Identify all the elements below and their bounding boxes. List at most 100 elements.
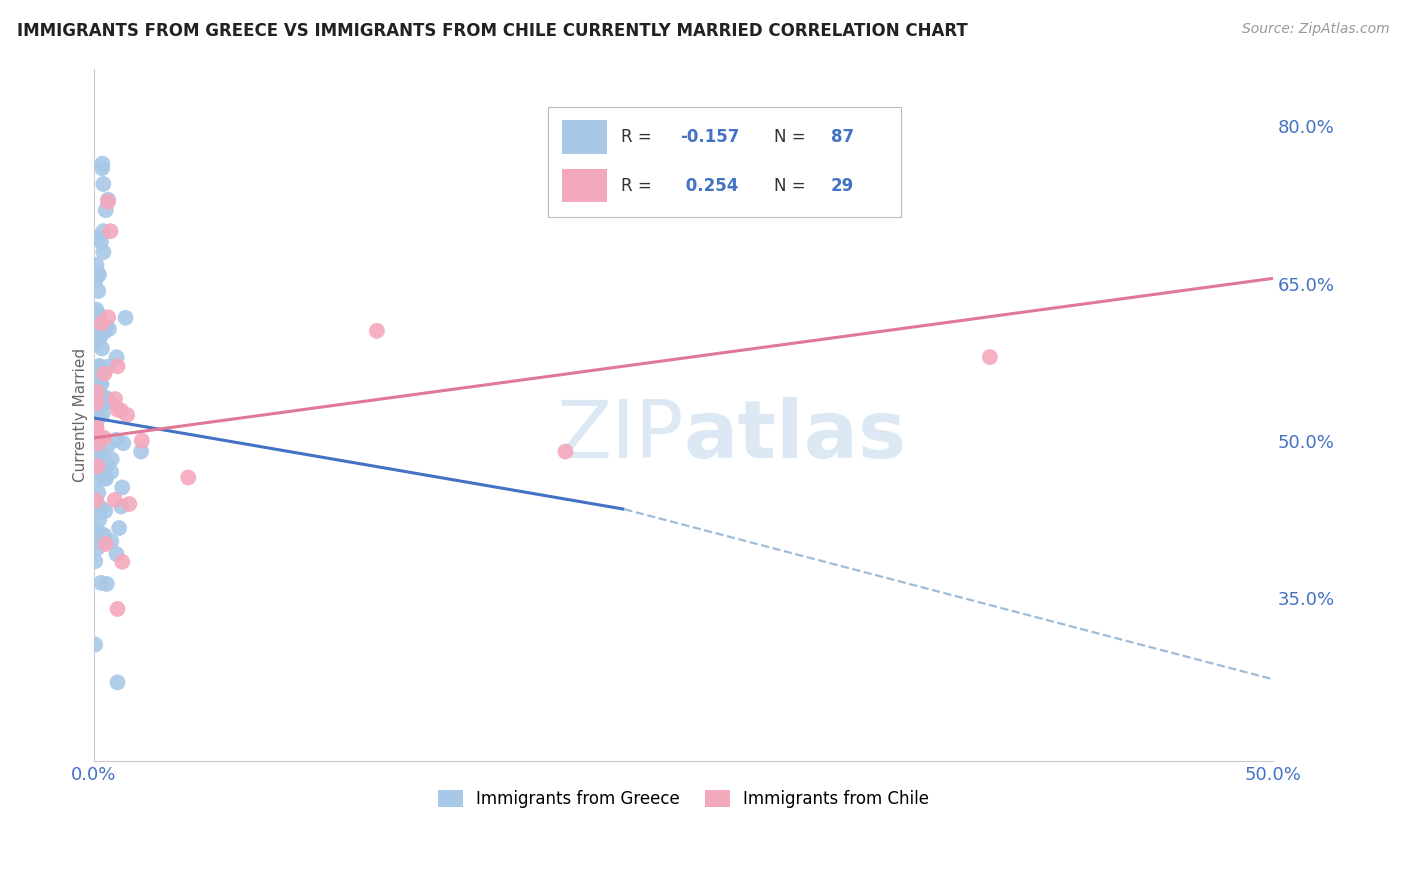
- Point: [105, 433, 128, 447]
- Point: [104, 492, 127, 507]
- Point: [89, 323, 111, 337]
- Point: [84, 366, 107, 380]
- Point: [84, 421, 107, 435]
- Text: Source: ZipAtlas.com: Source: ZipAtlas.com: [1241, 22, 1389, 37]
- Point: [89, 367, 111, 381]
- Point: [94, 203, 117, 218]
- Bar: [562, 120, 607, 153]
- Point: [96, 391, 118, 405]
- Point: [110, 403, 132, 417]
- Point: [112, 436, 135, 450]
- Point: [93, 392, 115, 407]
- Point: [111, 555, 134, 569]
- Point: [87, 428, 110, 442]
- Point: [89, 359, 111, 373]
- Point: [94, 472, 117, 486]
- Point: [84, 231, 107, 245]
- Text: IMMIGRANTS FROM GREECE VS IMMIGRANTS FROM CHILE CURRENTLY MARRIED CORRELATION CH: IMMIGRANTS FROM GREECE VS IMMIGRANTS FRO…: [17, 22, 967, 40]
- Point: [84, 638, 107, 652]
- Point: [86, 302, 108, 317]
- Point: [84, 334, 107, 348]
- Point: [84, 273, 107, 287]
- Point: [87, 359, 110, 374]
- Point: [366, 324, 388, 338]
- Point: [94, 471, 117, 485]
- Point: [97, 194, 120, 209]
- Point: [114, 310, 136, 325]
- Point: [105, 350, 128, 364]
- Point: [84, 420, 107, 434]
- Point: [107, 359, 129, 374]
- Point: [90, 575, 112, 590]
- Point: [86, 385, 108, 400]
- Point: [118, 497, 141, 511]
- Point: [93, 326, 115, 340]
- Point: [86, 367, 108, 381]
- Point: [89, 461, 111, 475]
- Point: [86, 258, 108, 272]
- Point: [89, 400, 111, 414]
- Point: [90, 377, 112, 392]
- Point: [84, 336, 107, 351]
- Y-axis label: Currently Married: Currently Married: [73, 348, 89, 482]
- Point: [100, 465, 122, 479]
- Point: [97, 359, 120, 374]
- Legend: Immigrants from Greece, Immigrants from Chile: Immigrants from Greece, Immigrants from …: [432, 783, 936, 815]
- Point: [87, 466, 110, 480]
- Point: [91, 342, 114, 356]
- Point: [87, 409, 110, 423]
- Point: [90, 235, 112, 249]
- Point: [87, 436, 110, 450]
- Point: [89, 386, 111, 401]
- Point: [84, 493, 107, 508]
- Point: [84, 384, 107, 398]
- Point: [86, 541, 108, 555]
- Point: [90, 445, 112, 459]
- Point: [97, 310, 120, 325]
- Point: [177, 470, 200, 484]
- Point: [89, 433, 111, 447]
- Point: [84, 434, 107, 448]
- Point: [91, 161, 114, 176]
- Point: [89, 448, 111, 462]
- Point: [110, 500, 132, 514]
- Point: [100, 224, 122, 238]
- Point: [87, 284, 110, 298]
- Point: [86, 526, 108, 541]
- Point: [89, 472, 111, 486]
- Point: [90, 501, 112, 516]
- Point: [93, 431, 115, 445]
- Text: N =: N =: [775, 128, 811, 146]
- Point: [86, 396, 108, 410]
- Point: [89, 331, 111, 345]
- Point: [89, 369, 111, 384]
- Text: 29: 29: [831, 177, 853, 194]
- Point: [93, 528, 115, 542]
- Point: [93, 245, 115, 260]
- Text: atlas: atlas: [683, 397, 907, 475]
- Point: [105, 547, 128, 561]
- Point: [87, 505, 110, 519]
- Point: [87, 268, 110, 282]
- Point: [94, 319, 117, 334]
- Point: [104, 392, 127, 406]
- Point: [89, 454, 111, 468]
- Point: [84, 530, 107, 544]
- Point: [87, 307, 110, 321]
- Point: [84, 459, 107, 474]
- Point: [108, 521, 131, 535]
- Point: [97, 439, 120, 453]
- Point: [111, 480, 134, 494]
- FancyBboxPatch shape: [548, 107, 901, 218]
- Text: -0.157: -0.157: [681, 128, 740, 146]
- Point: [100, 534, 122, 549]
- Point: [979, 350, 1001, 364]
- Point: [107, 402, 129, 417]
- Point: [90, 526, 112, 541]
- Point: [91, 407, 114, 421]
- Point: [93, 367, 115, 381]
- Point: [90, 317, 112, 331]
- Point: [93, 177, 115, 191]
- Point: [131, 434, 153, 448]
- Point: [87, 411, 110, 425]
